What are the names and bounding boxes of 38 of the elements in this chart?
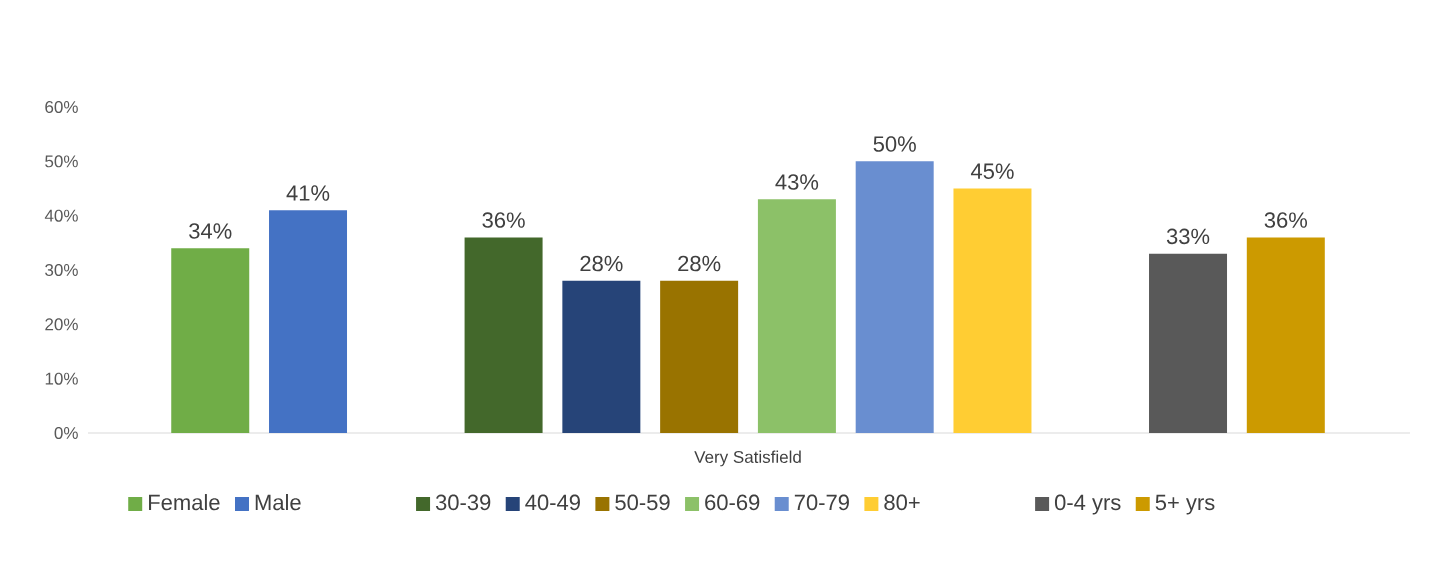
y-tick-label: 50% [45,155,78,168]
bar [855,161,934,433]
bar [757,199,836,433]
legend-label: 30-39 [435,494,491,511]
y-tick-label: 30% [45,263,78,277]
data-label: 28% [678,255,721,272]
data-label: 45% [970,163,1014,179]
y-tick-label: 60% [45,100,78,114]
data-label: 41% [286,185,330,201]
legend-label: 60-69 [705,494,760,511]
bar [171,248,250,433]
data-label: 50% [873,136,916,152]
legend-label: 50-59 [615,494,670,511]
bar [562,280,641,433]
data-label: 43% [775,174,819,190]
data-label: 28% [580,255,623,272]
data-label: 33% [1166,228,1210,245]
bar [660,280,739,433]
data-label: 36% [1264,212,1308,228]
legend-label: Male [255,494,301,511]
bar [953,188,1032,433]
y-tick-label: 10% [45,372,78,385]
y-tick-label: 0% [54,426,78,440]
data-label: 36% [482,212,525,228]
legend-label: Female [149,494,220,511]
legend-label: 0-4 yrs [1054,494,1121,515]
legend-label: 70-79 [794,494,849,511]
bar [269,210,348,433]
legend-label: 5+ yrs [1155,494,1215,515]
bar [464,237,543,433]
y-tick-label: 40% [44,209,78,222]
legend-label: 80+ [884,494,920,511]
x-tick-label: Very Satisfield [694,450,801,467]
bar [1149,253,1228,433]
bar [1246,237,1325,433]
y-tick-label: 20% [45,318,78,331]
data-label: 34% [189,223,232,239]
legend-label: 40-49 [525,494,580,511]
